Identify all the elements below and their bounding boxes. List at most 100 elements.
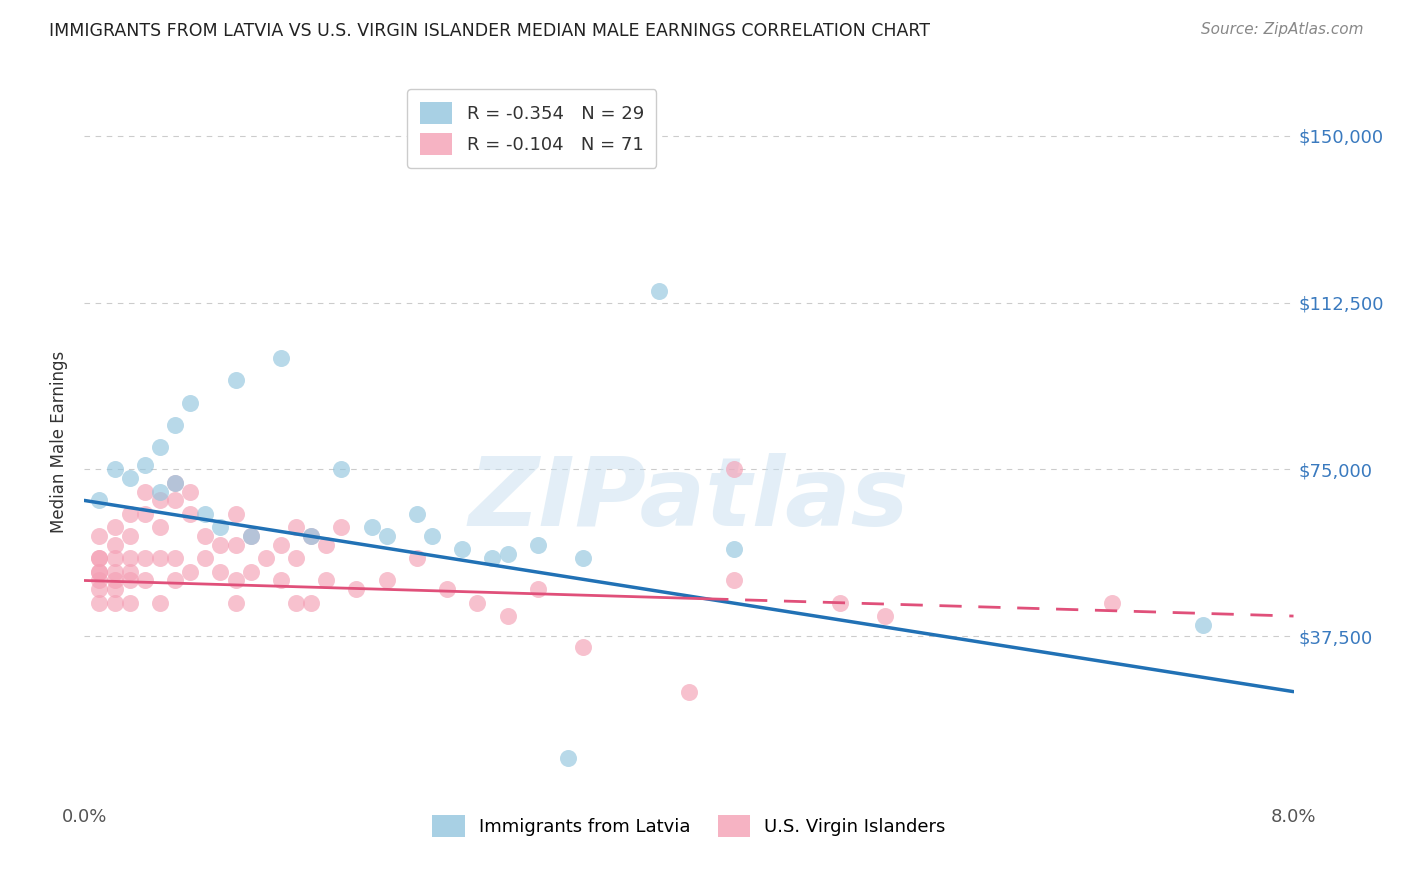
Point	[375, 574, 398, 588]
Point	[149, 440, 172, 454]
Point	[315, 574, 337, 588]
Point	[527, 582, 550, 597]
Point	[89, 574, 111, 588]
Point	[89, 493, 111, 508]
Point	[436, 582, 458, 597]
Point	[481, 551, 503, 566]
Point	[134, 507, 156, 521]
Text: IMMIGRANTS FROM LATVIA VS U.S. VIRGIN ISLANDER MEDIAN MALE EARNINGS CORRELATION : IMMIGRANTS FROM LATVIA VS U.S. VIRGIN IS…	[49, 22, 931, 40]
Point	[723, 574, 745, 588]
Point	[225, 507, 247, 521]
Point	[723, 462, 745, 476]
Point	[330, 462, 353, 476]
Point	[315, 538, 337, 552]
Point	[165, 475, 187, 490]
Point	[270, 538, 292, 552]
Point	[149, 596, 172, 610]
Point	[179, 484, 201, 499]
Point	[830, 596, 852, 610]
Point	[1192, 618, 1215, 632]
Point	[104, 520, 127, 534]
Text: ZIPatlas: ZIPatlas	[468, 453, 910, 546]
Point	[299, 529, 322, 543]
Text: Source: ZipAtlas.com: Source: ZipAtlas.com	[1201, 22, 1364, 37]
Point	[165, 551, 187, 566]
Point	[406, 551, 429, 566]
Point	[194, 529, 217, 543]
Point	[89, 565, 111, 579]
Point	[89, 596, 111, 610]
Point	[104, 596, 127, 610]
Y-axis label: Median Male Earnings: Median Male Earnings	[51, 351, 69, 533]
Point	[330, 520, 353, 534]
Point	[451, 542, 474, 557]
Point	[225, 574, 247, 588]
Point	[467, 596, 489, 610]
Point	[134, 458, 156, 472]
Point	[557, 751, 579, 765]
Point	[89, 551, 111, 566]
Point	[104, 538, 127, 552]
Point	[209, 538, 232, 552]
Point	[346, 582, 368, 597]
Point	[209, 520, 232, 534]
Point	[270, 351, 292, 366]
Point	[285, 596, 308, 610]
Point	[104, 574, 127, 588]
Point	[149, 493, 172, 508]
Point	[239, 565, 262, 579]
Point	[118, 507, 141, 521]
Point	[89, 551, 111, 566]
Point	[149, 551, 172, 566]
Point	[118, 565, 141, 579]
Point	[496, 547, 519, 561]
Point	[134, 574, 156, 588]
Point	[678, 684, 700, 698]
Point	[225, 373, 247, 387]
Point	[239, 529, 262, 543]
Point	[239, 529, 262, 543]
Point	[1101, 596, 1123, 610]
Point	[118, 596, 141, 610]
Point	[285, 551, 308, 566]
Point	[420, 529, 443, 543]
Point	[118, 471, 141, 485]
Point	[89, 582, 111, 597]
Point	[723, 542, 745, 557]
Point	[118, 529, 141, 543]
Point	[527, 538, 550, 552]
Point	[194, 551, 217, 566]
Point	[285, 520, 308, 534]
Point	[875, 609, 897, 624]
Point	[165, 417, 187, 432]
Point	[406, 507, 429, 521]
Point	[194, 507, 217, 521]
Point	[179, 395, 201, 409]
Point	[572, 640, 595, 655]
Point	[134, 551, 156, 566]
Point	[89, 565, 111, 579]
Point	[149, 484, 172, 499]
Point	[299, 529, 322, 543]
Legend: Immigrants from Latvia, U.S. Virgin Islanders: Immigrants from Latvia, U.S. Virgin Isla…	[425, 808, 953, 845]
Point	[165, 574, 187, 588]
Point	[209, 565, 232, 579]
Point	[496, 609, 519, 624]
Point	[270, 574, 292, 588]
Point	[118, 574, 141, 588]
Point	[104, 582, 127, 597]
Point	[360, 520, 382, 534]
Point	[118, 551, 141, 566]
Point	[165, 475, 187, 490]
Point	[179, 507, 201, 521]
Point	[134, 484, 156, 499]
Point	[149, 520, 172, 534]
Point	[648, 285, 671, 299]
Point	[165, 493, 187, 508]
Point	[104, 565, 127, 579]
Point	[104, 551, 127, 566]
Point	[104, 462, 127, 476]
Point	[89, 529, 111, 543]
Point	[225, 538, 247, 552]
Point	[375, 529, 398, 543]
